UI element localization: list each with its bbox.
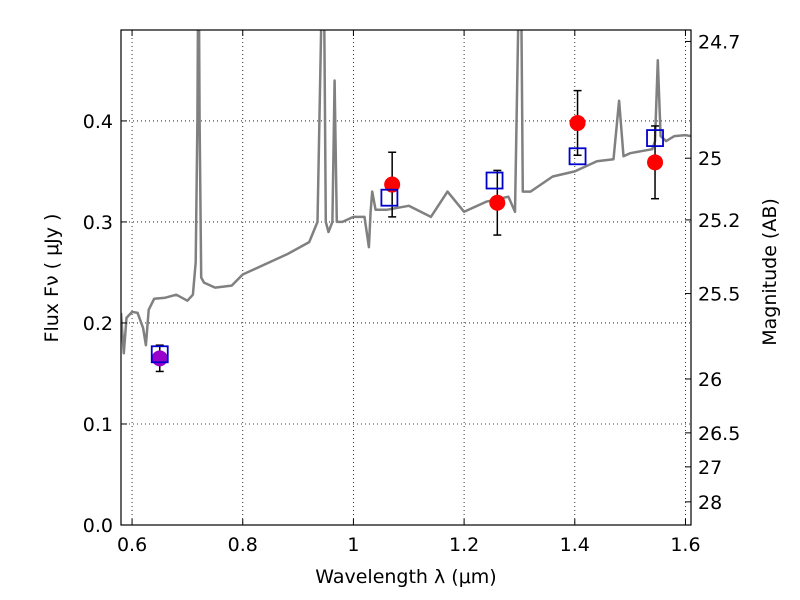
mag-tick-label: 28 [698,492,722,514]
model-point [568,147,587,166]
y-tick-label: 0.0 [83,515,113,537]
y-tick-label: 0.4 [83,111,113,133]
grid [121,30,691,526]
model-point [485,171,504,190]
x-tick-label: 1.4 [560,534,590,556]
spectrum-line [121,30,691,355]
observed-point [489,194,506,211]
plot-frame [120,29,692,526]
mag-tick-label: 27 [698,457,722,479]
axis-ticks: 0.6 0.8 1 1.2 1.4 1.6 0.0 0.1 0.2 0.3 0.4 24.7 25 25.… [83,30,740,556]
mag-tick-label: 25 [698,148,722,170]
model-point [380,188,399,207]
mag-tick-label: 26 [698,369,722,391]
observed-point [569,114,586,131]
mag-tick-label: 24.7 [698,31,740,53]
x-tick-label: 0.6 [117,534,147,556]
y2-axis-label: Magnitude (AB) [759,198,781,346]
x-tick-label: 1 [347,534,359,556]
mag-tick-label: 25.5 [698,284,740,306]
x-axis-label: Wavelength λ (μm) [315,566,496,588]
y-tick-label: 0.2 [83,313,113,335]
x-tick-label: 1.2 [449,534,479,556]
spectrum-layer [121,30,691,355]
y-axis-label: Flux Fν ( μJy ) [41,214,63,343]
model-point [150,345,169,364]
mag-tick-label: 25.2 [698,210,740,232]
observed-point [151,350,168,367]
observed-point [647,154,664,171]
x-tick-label: 0.8 [228,534,258,556]
observed-point [384,176,401,193]
y-tick-label: 0.3 [83,212,113,234]
x-tick-label: 1.6 [670,534,700,556]
points-layer [150,89,664,373]
y-tick-label: 0.1 [83,414,113,436]
model-point [646,129,664,147]
mag-tick-label: 26.5 [698,423,740,445]
